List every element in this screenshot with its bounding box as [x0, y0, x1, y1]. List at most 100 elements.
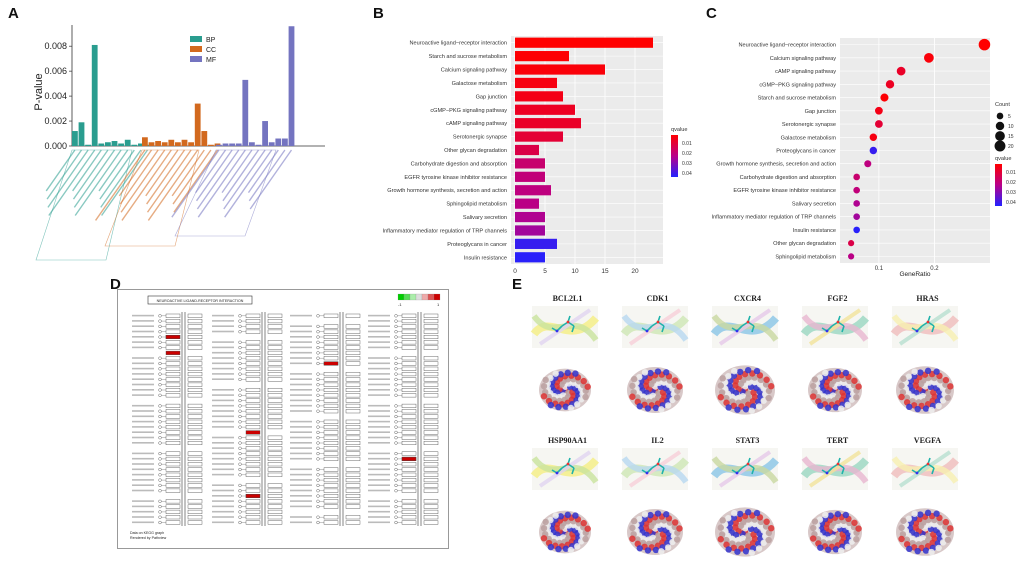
surface-atom [760, 539, 767, 546]
surface-atom [652, 546, 660, 554]
kegg-ligand-node [394, 515, 398, 519]
surface-atom [555, 403, 562, 411]
a-group-bracket-bp [35, 149, 133, 261]
kegg-gene-box [345, 493, 361, 498]
kegg-gene-box [345, 467, 361, 472]
kegg-ligand-text [132, 516, 154, 518]
surface-atom [929, 539, 936, 547]
kegg-gene-box [165, 409, 181, 414]
kegg-ligand-node [158, 467, 162, 472]
kegg-ligand-text [132, 341, 154, 343]
surface-atom [631, 375, 638, 383]
surface-atom [914, 405, 921, 413]
a-group-bracket-mf [174, 149, 277, 237]
c-dot [924, 52, 934, 63]
kegg-ligand-node [394, 462, 398, 466]
surface-atom [567, 546, 575, 554]
kegg-ligand-node [158, 510, 162, 514]
surface-atom [731, 367, 738, 375]
kegg-ligand-node [316, 324, 320, 328]
surface-atom [933, 368, 940, 375]
kegg-ligand-text [290, 336, 312, 338]
b-category-label: Sphingolipid metabolism [446, 202, 507, 208]
kegg-gene-box [267, 451, 283, 456]
kegg-gene-box [165, 419, 181, 424]
kegg-ligand-text [290, 468, 312, 471]
a-term-label-mf [195, 149, 227, 193]
kegg-gene-box-highlight [165, 350, 181, 355]
surface-atom [834, 510, 842, 518]
c-category-label: cAMP signaling pathway [775, 69, 836, 75]
surface-atom [647, 369, 654, 377]
surface-atom [751, 520, 758, 528]
kegg-ligand-node [238, 420, 242, 424]
surface-atom [572, 370, 579, 377]
a-term-label-mf [249, 149, 293, 210]
kegg-ligand-text [212, 426, 234, 428]
surface-atom [751, 378, 758, 386]
kegg-gene-box [187, 509, 203, 514]
surface-atom [746, 521, 753, 528]
kegg-gene-box-highlight [245, 430, 261, 435]
kegg-gene-box [401, 478, 417, 483]
surface-atom [844, 543, 851, 551]
kegg-gene-box [245, 361, 261, 366]
a-term-label-cc [146, 149, 192, 213]
kegg-ligand-node [158, 505, 162, 509]
c-dot [875, 120, 883, 128]
kegg-gene-box [187, 372, 203, 377]
kegg-gene-box [323, 350, 339, 355]
surface-atom [768, 525, 775, 532]
kegg-ligand-text [368, 357, 390, 359]
a-term-label-mf [223, 149, 266, 210]
kegg-ligand-text [212, 516, 234, 518]
surface-atom [844, 401, 851, 409]
kegg-ligand-text [368, 442, 390, 444]
ligand-atom-nitrogen [555, 471, 559, 475]
surface-atom [725, 404, 732, 411]
surface-atom [552, 370, 559, 377]
kegg-ligand-node [394, 319, 398, 323]
a-bar-cc [188, 142, 194, 146]
kegg-ligand-text [290, 473, 312, 476]
kegg-gene-box [267, 467, 283, 472]
kegg-ligand-text [290, 389, 312, 391]
kegg-gene-box [423, 393, 439, 398]
c-dot [896, 66, 906, 76]
a-term-label-mf [195, 149, 233, 202]
kegg-ligand-node [394, 436, 398, 440]
surface-atom [676, 525, 683, 532]
a-term-label-mf [196, 149, 240, 210]
surface-atom [939, 397, 947, 404]
surface-atom [735, 515, 743, 523]
kegg-scale-swatch [433, 293, 441, 301]
kegg-gene-box [401, 319, 417, 324]
kegg-ligand-node [238, 377, 242, 381]
surface-atom [939, 539, 947, 546]
a-term-label-bp [99, 149, 135, 200]
kegg-scale-swatch [397, 293, 405, 301]
kegg-ligand-text [368, 378, 390, 380]
kegg-gene-box [423, 451, 439, 456]
kegg-gene-box [323, 340, 339, 345]
kegg-gene-box [423, 462, 439, 467]
kegg-gene-box [165, 324, 181, 329]
b-bar [515, 77, 557, 89]
kegg-gene-box-highlight [245, 493, 261, 498]
kegg-ligand-text [212, 351, 234, 354]
kegg-gene-box [401, 462, 417, 467]
kegg-ligand-text [132, 362, 154, 365]
surface-atom [652, 404, 660, 412]
kegg-gene-box [323, 387, 339, 392]
kegg-gene-box [345, 387, 361, 392]
kegg-gene-box [165, 488, 181, 493]
surface-atom [842, 369, 850, 377]
b-category-label: cGMP−PKG signaling pathway [430, 108, 507, 114]
kegg-ligand-node [316, 356, 320, 360]
kegg-gene-box [401, 324, 417, 329]
kegg-gene-box [323, 446, 339, 451]
protein-name: CDK1 [646, 294, 669, 303]
a-bar-cc [175, 142, 181, 146]
surface-atom [557, 513, 564, 520]
kegg-ligand-text [290, 373, 312, 375]
